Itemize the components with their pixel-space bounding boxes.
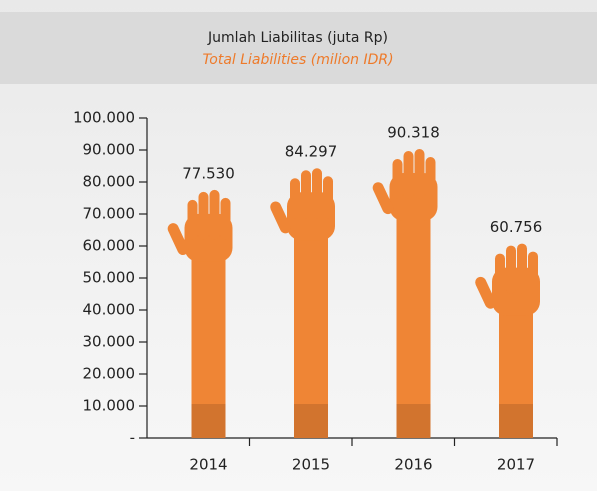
value-label: 60.756 bbox=[490, 218, 543, 236]
y-tick-label: 90.000 bbox=[83, 141, 136, 159]
bar-finger bbox=[199, 192, 209, 240]
x-tick-label: 2017 bbox=[497, 456, 535, 474]
bar-finger bbox=[528, 252, 538, 294]
bar-finger bbox=[517, 244, 527, 294]
y-tick-label: 100.000 bbox=[73, 109, 135, 127]
y-tick-label: 60.000 bbox=[83, 237, 136, 255]
chart: Jumlah Liabilitas (juta Rp) Total Liabil… bbox=[0, 0, 597, 491]
chart-title: Jumlah Liabilitas (juta Rp) bbox=[207, 30, 388, 46]
bar-finger bbox=[393, 159, 403, 199]
chart-subtitle: Total Liabilities (milion IDR) bbox=[202, 52, 393, 68]
bar-finger bbox=[312, 168, 322, 218]
bar-finger bbox=[495, 254, 505, 294]
bar-base-shade bbox=[294, 404, 328, 438]
y-tick-label: 30.000 bbox=[83, 333, 136, 351]
x-tick-label: 2016 bbox=[394, 456, 432, 474]
value-label: 77.530 bbox=[182, 164, 235, 182]
bar-arm bbox=[397, 209, 431, 438]
bar-base-shade bbox=[397, 404, 431, 438]
bar-finger bbox=[301, 170, 311, 218]
title-band bbox=[0, 12, 597, 84]
y-tick-label: - bbox=[130, 429, 135, 447]
y-tick-label: 10.000 bbox=[83, 397, 136, 415]
bar-base-shade bbox=[499, 404, 533, 438]
x-tick-label: 2014 bbox=[189, 456, 227, 474]
bar-finger bbox=[188, 200, 198, 240]
bar-base-shade bbox=[192, 404, 226, 438]
bar-finger bbox=[506, 246, 516, 294]
x-tick-label: 2015 bbox=[292, 456, 330, 474]
y-tick-label: 80.000 bbox=[83, 173, 136, 191]
value-label: 90.318 bbox=[387, 123, 440, 141]
bar-finger bbox=[323, 176, 333, 218]
bar-finger bbox=[221, 198, 231, 240]
bar-finger bbox=[404, 151, 414, 199]
bar-finger bbox=[426, 157, 436, 199]
bar-finger bbox=[415, 149, 425, 199]
bar-finger bbox=[290, 178, 300, 218]
bar-finger bbox=[210, 190, 220, 240]
y-tick-label: 50.000 bbox=[83, 269, 136, 287]
y-tick-label: 20.000 bbox=[83, 365, 136, 383]
y-tick-label: 40.000 bbox=[83, 301, 136, 319]
value-label: 84.297 bbox=[285, 143, 338, 161]
y-tick-label: 70.000 bbox=[83, 205, 136, 223]
